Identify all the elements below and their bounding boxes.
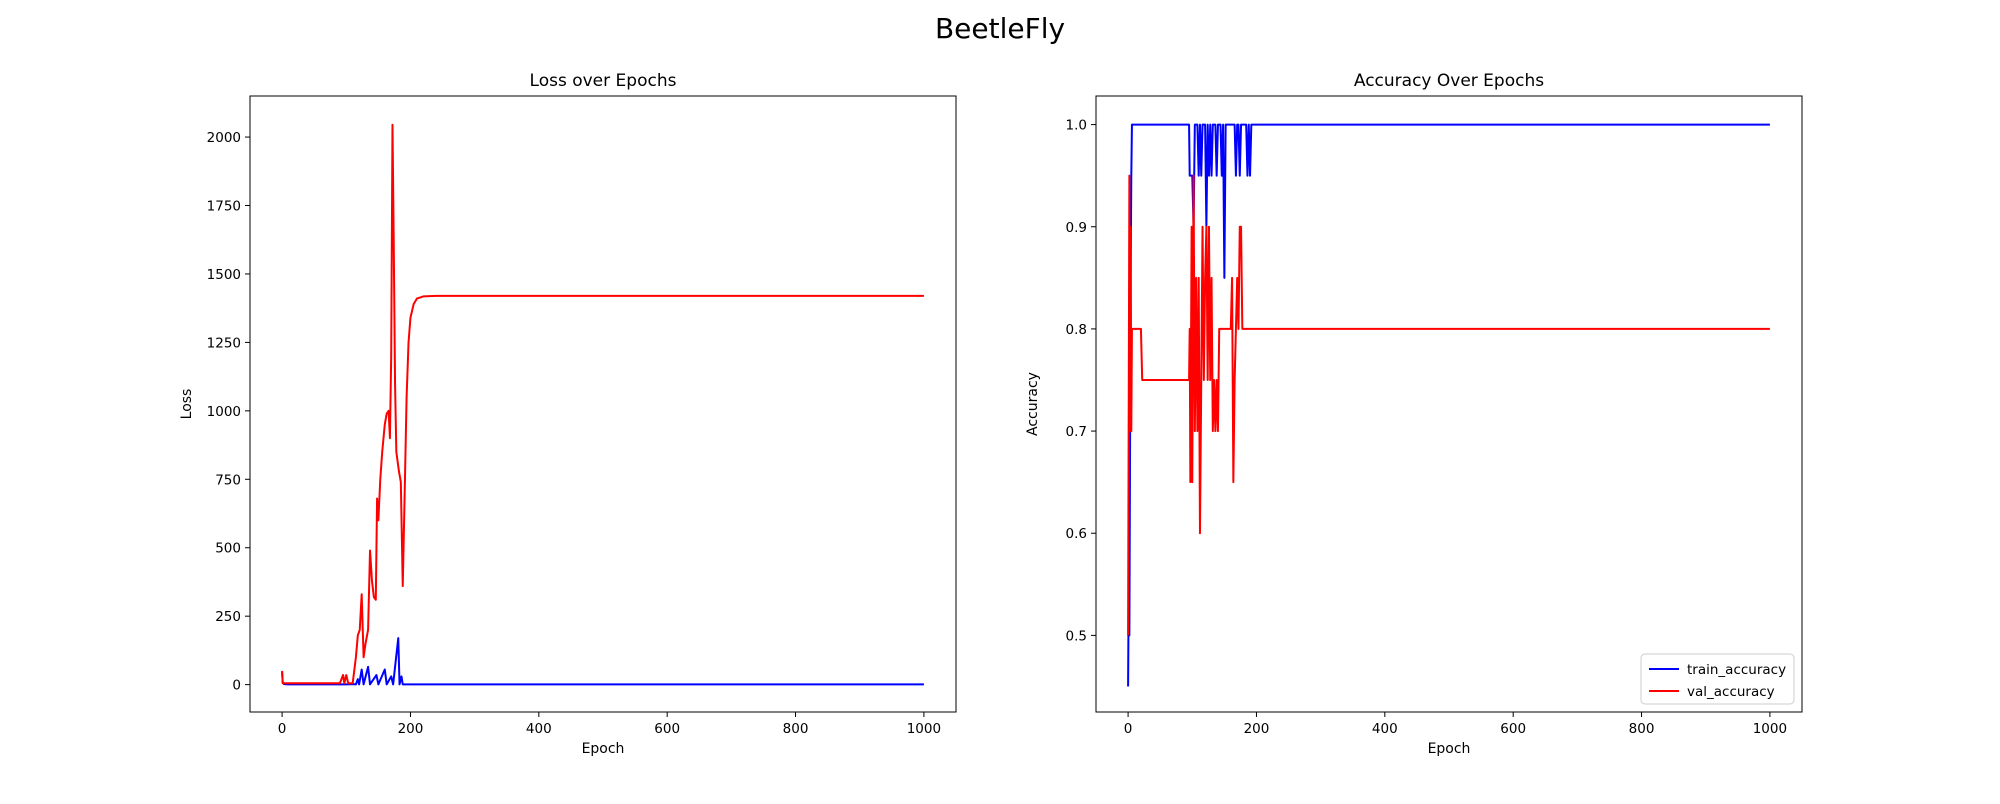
accuracy-legend-label-train_accuracy: train_accuracy xyxy=(1687,662,1786,678)
loss-y-tick-label: 1500 xyxy=(207,267,241,283)
loss-x-tick-label: 800 xyxy=(783,721,809,737)
accuracy-y-axis-label: Accuracy xyxy=(1025,372,1041,436)
loss-series-line-series-1 xyxy=(281,123,924,685)
figure-suptitle: BeetleFly xyxy=(935,12,1065,45)
loss-y-tick-label: 750 xyxy=(215,472,241,488)
accuracy-x-tick-label: 400 xyxy=(1372,721,1398,737)
loss-y-tick-label: 500 xyxy=(215,541,241,557)
loss-x-axis-label: Epoch xyxy=(582,741,625,757)
loss-series-line-series-0 xyxy=(281,637,924,686)
accuracy-y-tick-label: 0.5 xyxy=(1066,628,1087,644)
loss-chart: 0 200 400 600 800 1000 0 250 500 750 1000 1250 1500 1… xyxy=(179,71,957,757)
loss-y-tick-label: 2000 xyxy=(207,130,241,146)
accuracy-chart-title: Accuracy Over Epochs xyxy=(1354,71,1544,91)
loss-y-tick-label: 1250 xyxy=(207,335,241,351)
accuracy-y-tick-label: 0.8 xyxy=(1066,322,1087,338)
accuracy-x-tick-label: 200 xyxy=(1244,721,1270,737)
loss-y-tick-label: 1000 xyxy=(207,404,241,420)
accuracy-series-line-val_accuracy xyxy=(1127,174,1770,636)
loss-y-tick-label: 1750 xyxy=(207,199,241,215)
accuracy-axes-frame xyxy=(1095,95,1803,713)
loss-x-tick-label: 200 xyxy=(398,721,424,737)
accuracy-legend: train_accuracy val_accuracy xyxy=(1640,653,1795,705)
loss-y-tick-label: 0 xyxy=(232,678,241,694)
accuracy-legend-box xyxy=(1640,653,1795,705)
accuracy-legend-label-val_accuracy: val_accuracy xyxy=(1687,684,1775,700)
loss-x-tick-label: 1000 xyxy=(907,721,941,737)
loss-y-axis-label: Loss xyxy=(179,389,195,420)
loss-x-tick-label: 0 xyxy=(278,721,287,737)
accuracy-series-line-train_accuracy xyxy=(1127,123,1770,687)
accuracy-chart: 0 200 400 600 800 1000 0.5 0.6 0.7 0.8 0.9 1.0 Accur… xyxy=(1025,71,1803,757)
loss-axes-frame xyxy=(249,95,957,713)
accuracy-y-tick-label: 0.6 xyxy=(1066,526,1087,542)
loss-y-tick-label: 250 xyxy=(215,609,241,625)
accuracy-y-tick-label: 0.7 xyxy=(1066,424,1087,440)
accuracy-x-tick-label: 1000 xyxy=(1753,721,1787,737)
accuracy-x-tick-label: 800 xyxy=(1629,721,1655,737)
loss-chart-title: Loss over Epochs xyxy=(530,71,677,91)
accuracy-x-tick-label: 0 xyxy=(1124,721,1133,737)
accuracy-x-axis-label: Epoch xyxy=(1428,741,1471,757)
loss-x-tick-label: 600 xyxy=(654,721,680,737)
accuracy-y-tick-label: 0.9 xyxy=(1066,220,1087,236)
loss-x-tick-label: 400 xyxy=(526,721,552,737)
accuracy-x-tick-label: 600 xyxy=(1500,721,1526,737)
accuracy-y-tick-label: 1.0 xyxy=(1066,118,1087,134)
